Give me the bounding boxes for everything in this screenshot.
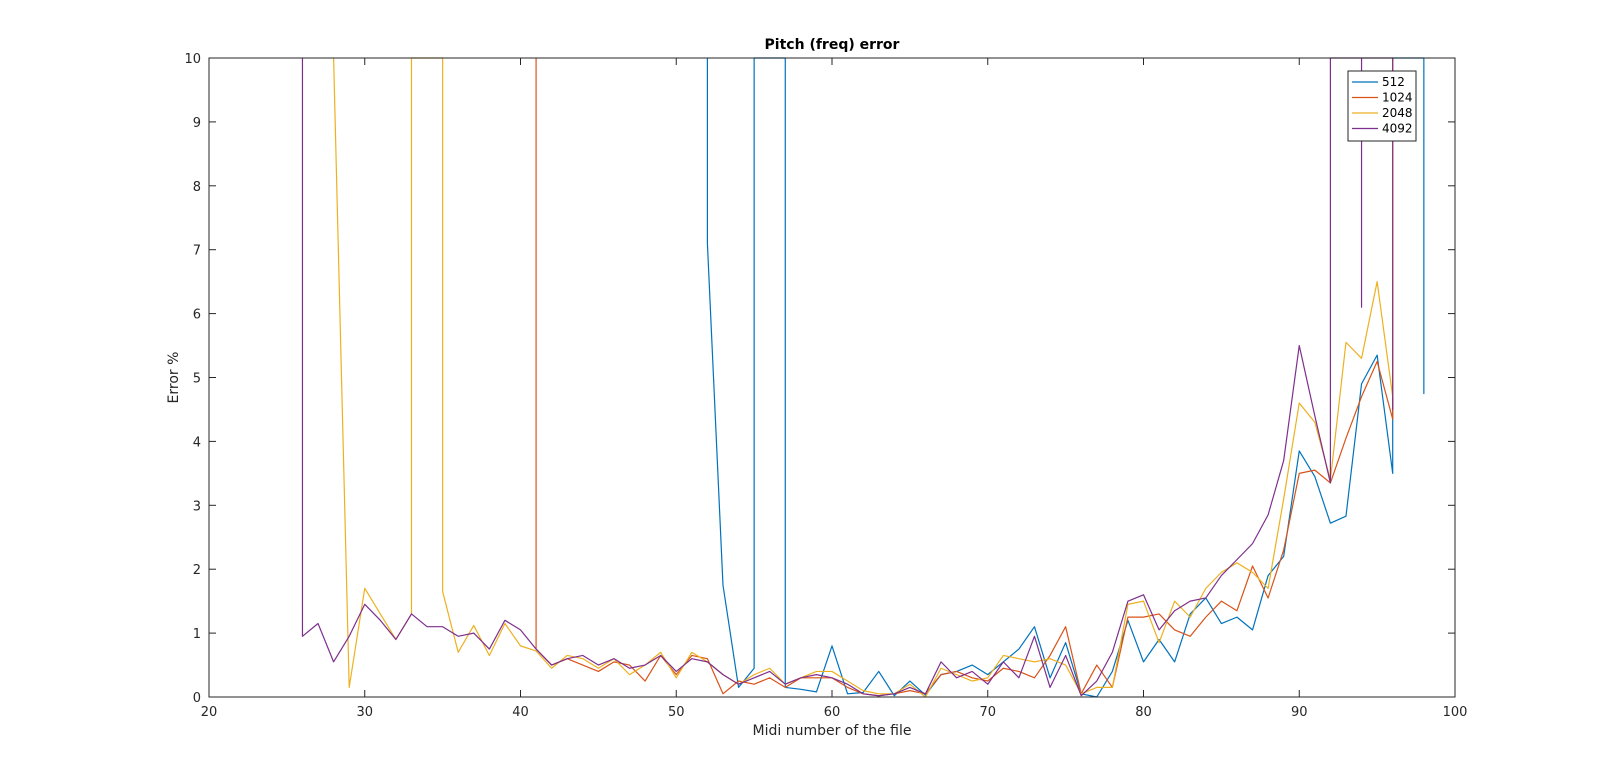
x-tick-label: 100 [1443, 705, 1468, 720]
legend-label-1024: 1024 [1382, 91, 1413, 105]
y-tick-label: 1 [193, 627, 201, 642]
series-layer [301, 57, 1425, 698]
x-tick-label: 60 [824, 705, 841, 720]
x-tick-label: 90 [1291, 705, 1308, 720]
tick-layer: 20 30 40 50 60 70 80 90 100 0 1 2 3 4 5 6 7 8 9 10 [184, 52, 1467, 720]
y-tick-label: 8 [193, 180, 201, 195]
series-line-4092 [301, 57, 1394, 697]
y-tick-label: 5 [193, 372, 201, 387]
x-tick-label: 40 [512, 705, 529, 720]
series-line-2048 [333, 57, 1394, 698]
legend-label-4092: 4092 [1382, 122, 1413, 136]
y-tick-label: 6 [193, 308, 201, 323]
y-tick-label: 7 [193, 244, 201, 259]
x-tick-label: 50 [668, 705, 685, 720]
x-tick-label: 20 [201, 705, 218, 720]
y-tick-label: 2 [193, 563, 201, 578]
legend-box [1347, 70, 1417, 142]
y-tick-label: 3 [193, 499, 201, 514]
chart-title: Pitch (freq) error [765, 37, 900, 53]
y-tick-label: 9 [193, 116, 201, 131]
x-tick-label: 30 [356, 705, 373, 720]
plot-area [209, 58, 1455, 697]
legend-label-512: 512 [1382, 75, 1405, 89]
y-tick-label: 10 [184, 52, 201, 67]
legend-label-2048: 2048 [1382, 106, 1413, 120]
x-tick-label: 70 [979, 705, 996, 720]
y-axis-label: Error % [166, 352, 182, 404]
y-tick-label: 0 [193, 691, 201, 706]
y-tick-label: 4 [193, 435, 201, 450]
x-axis-label: Midi number of the file [753, 723, 912, 739]
x-tick-label: 80 [1135, 705, 1152, 720]
series-line-512 [706, 57, 1425, 698]
